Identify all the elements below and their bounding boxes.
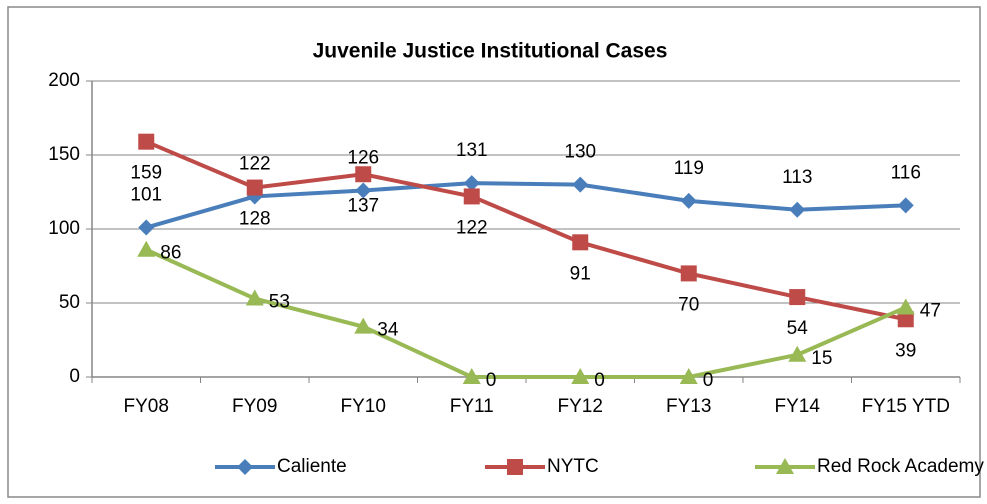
data-label: 119 — [674, 158, 704, 179]
data-label: 122 — [239, 153, 271, 174]
data-label: 47 — [920, 300, 941, 321]
x-tick-label: FY14 — [775, 396, 821, 417]
marker — [776, 458, 794, 474]
x-tick-label: FY15 YTD — [862, 396, 950, 417]
data-label: 0 — [486, 370, 497, 391]
data-label: 137 — [347, 195, 379, 216]
x-tick-label: FY10 — [341, 396, 386, 417]
marker — [138, 219, 155, 236]
marker — [788, 345, 807, 362]
series-line — [145, 181, 906, 230]
marker — [245, 289, 264, 306]
x-tick-label: FY12 — [558, 396, 603, 417]
marker — [679, 368, 698, 384]
marker — [572, 234, 589, 251]
y-tick-label: 200 — [48, 70, 80, 91]
marker — [507, 459, 523, 475]
y-tick-label: 50 — [59, 292, 80, 313]
data-label: 0 — [703, 370, 714, 391]
data-label: 54 — [787, 318, 809, 339]
marker — [138, 133, 155, 150]
marker — [355, 166, 372, 183]
data-label: 131 — [456, 140, 488, 161]
marker — [896, 298, 915, 315]
marker — [137, 240, 156, 257]
data-label: 53 — [269, 292, 290, 313]
data-label: 128 — [239, 209, 271, 230]
marker — [897, 197, 914, 214]
x-tick-label: FY13 — [666, 396, 711, 417]
data-label: 15 — [811, 348, 832, 369]
x-tick-label: FY09 — [232, 396, 277, 417]
chart-title: Juvenile Justice Institutional Cases — [313, 40, 668, 63]
marker — [897, 311, 914, 328]
marker — [571, 368, 590, 384]
data-label: 122 — [456, 217, 488, 238]
data-label: 130 — [564, 142, 596, 163]
data-label: 126 — [347, 148, 379, 169]
chart-border — [7, 6, 981, 498]
data-label: 159 — [130, 163, 162, 184]
series-line — [145, 139, 907, 322]
data-label: 101 — [130, 185, 162, 206]
data-label: 113 — [782, 167, 812, 188]
legend-label: NYTC — [547, 456, 599, 477]
marker — [789, 201, 806, 218]
data-label: 86 — [160, 243, 181, 264]
marker — [354, 317, 373, 334]
y-tick-label: 150 — [48, 144, 80, 165]
y-tick-label: 100 — [48, 218, 80, 239]
marker — [355, 182, 372, 199]
y-tick-label: 0 — [69, 366, 80, 387]
data-label: 91 — [570, 263, 591, 284]
data-label: 70 — [678, 294, 699, 315]
marker — [237, 459, 253, 475]
marker — [680, 265, 697, 282]
data-label: 0 — [594, 370, 605, 391]
marker — [463, 175, 480, 192]
x-tick-label: FY11 — [450, 396, 494, 417]
marker — [789, 289, 806, 306]
marker — [246, 179, 263, 196]
legend-label: Red Rock Academy — [817, 456, 984, 477]
series-line — [145, 247, 907, 379]
data-label: 116 — [891, 162, 921, 183]
marker — [462, 368, 481, 384]
marker — [680, 192, 697, 209]
marker — [572, 176, 589, 193]
marker — [463, 188, 480, 205]
data-label: 34 — [377, 320, 399, 341]
legend-label: Caliente — [277, 456, 347, 477]
x-tick-label: FY08 — [124, 396, 169, 417]
data-label: 39 — [895, 340, 916, 361]
